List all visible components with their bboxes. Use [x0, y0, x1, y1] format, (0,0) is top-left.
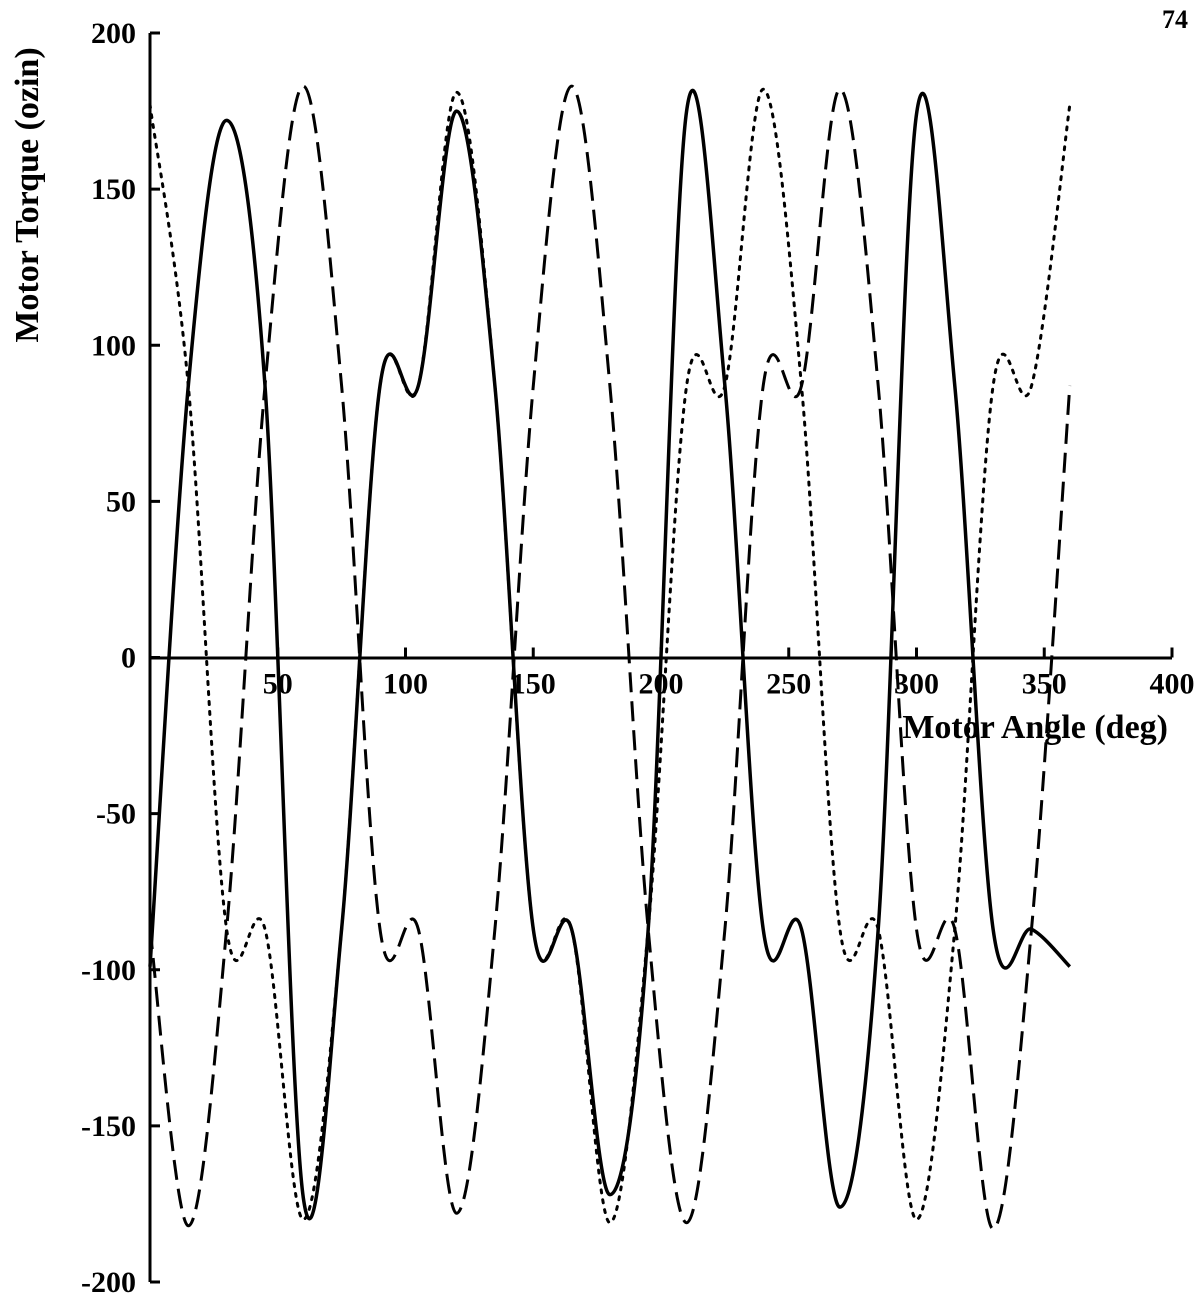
x-tick-label: 350 [1022, 668, 1067, 701]
page-number: 74 [1162, 5, 1188, 34]
series-line-solid [148, 89, 1072, 1221]
y-tick-label: 0 [121, 642, 136, 675]
x-tick-label: 250 [766, 668, 811, 701]
series-layer [148, 84, 1072, 1231]
x-tick-label: 50 [263, 668, 293, 701]
y-ticks: 200 150 100 50 0 -50 -100 -150 -200 [81, 17, 160, 1297]
y-tick-label: 100 [91, 329, 136, 362]
series-line-dashed [148, 84, 1072, 1231]
x-axis-title: Motor Angle (deg) [902, 709, 1168, 746]
x-tick-label: 400 [1150, 668, 1195, 701]
series-line-dotted [148, 87, 1072, 1225]
y-tick-label: 150 [91, 173, 136, 206]
x-tick-label: 200 [639, 668, 684, 701]
y-tick-label: -50 [96, 798, 136, 831]
x-tick-label: 150 [511, 668, 556, 701]
x-ticks: 50 100 150 200 250 300 350 400 [263, 647, 1195, 701]
y-axis-title: Motor Torque (ozin) [9, 47, 46, 342]
x-tick-label: 300 [894, 668, 939, 701]
y-tick-label: 50 [106, 485, 136, 518]
y-tick-label: -150 [81, 1110, 136, 1143]
x-tick-label: 100 [383, 668, 428, 701]
y-tick-label: 200 [91, 17, 136, 50]
y-tick-label: -100 [81, 954, 136, 987]
y-tick-label: -200 [81, 1266, 136, 1297]
